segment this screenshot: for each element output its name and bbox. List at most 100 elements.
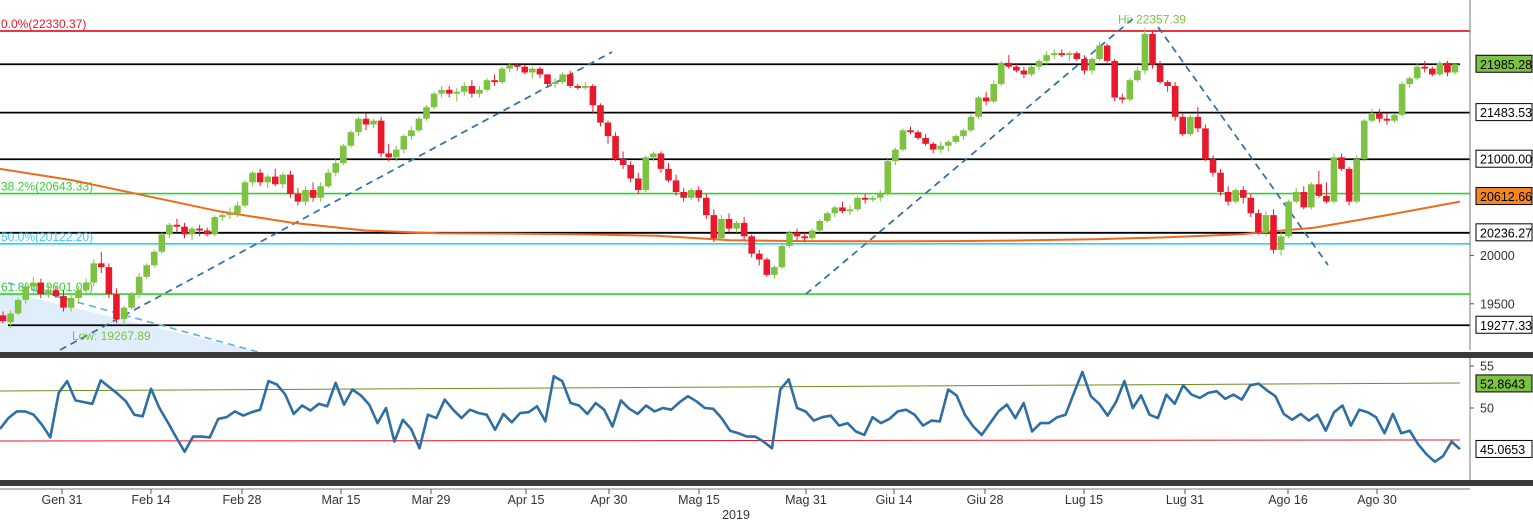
candle-body <box>1255 213 1262 233</box>
fib-level-label: 38.2%(20643.33) <box>1 180 93 194</box>
y-tick-label: 50 <box>1480 402 1494 416</box>
candle-body <box>1376 112 1383 119</box>
candle-body <box>1308 184 1315 208</box>
price-label-text: 21985.28 <box>1480 58 1532 72</box>
candle-body <box>483 80 491 90</box>
y-tick-label: 20000 <box>1480 249 1515 263</box>
candle-body <box>801 236 808 239</box>
candle-body <box>740 222 748 237</box>
candle-body <box>824 213 831 221</box>
candle-body <box>196 228 203 231</box>
price-label-box <box>1475 439 1533 458</box>
candle-body <box>1088 58 1096 71</box>
candle-body <box>1103 45 1111 61</box>
candle-body <box>415 118 423 131</box>
candle-body <box>22 286 29 300</box>
candle-body <box>627 165 634 179</box>
price-label-text: 19277.33 <box>1480 319 1532 333</box>
candle-body <box>332 163 340 173</box>
candle-body <box>1300 191 1308 208</box>
candle-body <box>786 232 793 246</box>
candle-body <box>997 62 1005 85</box>
candle-body <box>1338 157 1345 169</box>
x-tick-label: Lug 15 <box>1065 493 1103 507</box>
candle-body <box>1126 80 1134 100</box>
candle-body <box>1156 64 1164 83</box>
candle-body <box>468 85 476 94</box>
candle-body <box>52 290 60 297</box>
candle-body <box>899 130 907 150</box>
candle-body <box>1323 195 1330 202</box>
x-tick-label: Feb 14 <box>132 493 171 507</box>
candle-body <box>952 136 960 142</box>
candle-body <box>120 307 128 320</box>
candle-body <box>29 282 37 287</box>
candle-body <box>559 74 566 83</box>
candle-body <box>816 220 824 231</box>
price-label-text: 21000.00 <box>1480 153 1532 167</box>
candle-body <box>718 218 725 239</box>
candle-body <box>1134 70 1141 81</box>
candle-body <box>1005 62 1013 67</box>
x-tick-label: Mag 15 <box>678 493 720 507</box>
candle-body <box>234 205 241 214</box>
candle-body <box>597 105 604 123</box>
candle-body <box>876 193 884 198</box>
price-label-box <box>1475 54 1533 73</box>
candle-body <box>1035 60 1043 67</box>
candle-body <box>967 116 975 131</box>
candle-body <box>710 215 718 239</box>
candle-body <box>1398 84 1406 115</box>
candle-body <box>748 236 755 254</box>
candle-body <box>846 209 854 212</box>
candle-body <box>975 97 982 117</box>
indicator-line <box>0 370 1461 464</box>
candle-body <box>1149 33 1156 65</box>
candle-body <box>302 190 309 202</box>
candle-body <box>90 263 98 283</box>
candle-body <box>536 68 544 75</box>
candle-body <box>922 138 929 144</box>
candle-body <box>423 107 430 119</box>
candle-body <box>1285 201 1292 237</box>
candle-body <box>1247 197 1255 214</box>
panel-divider <box>0 352 1533 358</box>
candle-body <box>408 130 415 137</box>
candle-body <box>914 132 922 139</box>
candle-body <box>733 222 740 229</box>
trendlines-layer <box>7 16 1329 353</box>
candle-body <box>430 93 438 108</box>
candle-body <box>1217 172 1224 192</box>
candle-body <box>778 245 786 268</box>
candle-body <box>869 197 876 200</box>
candle-body <box>7 313 14 323</box>
candle-body <box>249 172 256 183</box>
candle-body <box>582 85 589 88</box>
candle-body <box>634 178 642 191</box>
candle-body <box>1224 191 1232 202</box>
candle-body <box>271 176 279 185</box>
x-tick-label: Gen 31 <box>41 493 82 507</box>
candle-body <box>279 174 287 185</box>
candle-body <box>1413 66 1421 79</box>
candle-body <box>1171 85 1179 117</box>
candle-body <box>158 234 166 252</box>
candle-body <box>612 136 619 160</box>
x-tick-label: Ago 16 <box>1268 493 1308 507</box>
candle-body <box>672 180 680 192</box>
candle-body <box>687 190 695 198</box>
candle-body <box>188 228 196 235</box>
x-tick-label: Lug 31 <box>1166 493 1204 507</box>
candle-body <box>703 197 710 216</box>
candle-body <box>1194 116 1202 129</box>
candle-body <box>1141 33 1149 71</box>
candle-body <box>476 89 483 94</box>
moving-average-layer <box>0 167 1461 243</box>
candle-body <box>521 66 529 73</box>
candle-body <box>128 294 135 308</box>
candle-body <box>1239 190 1247 198</box>
candle-body <box>982 97 990 102</box>
candle-body <box>181 226 188 235</box>
candle-body <box>574 85 582 88</box>
